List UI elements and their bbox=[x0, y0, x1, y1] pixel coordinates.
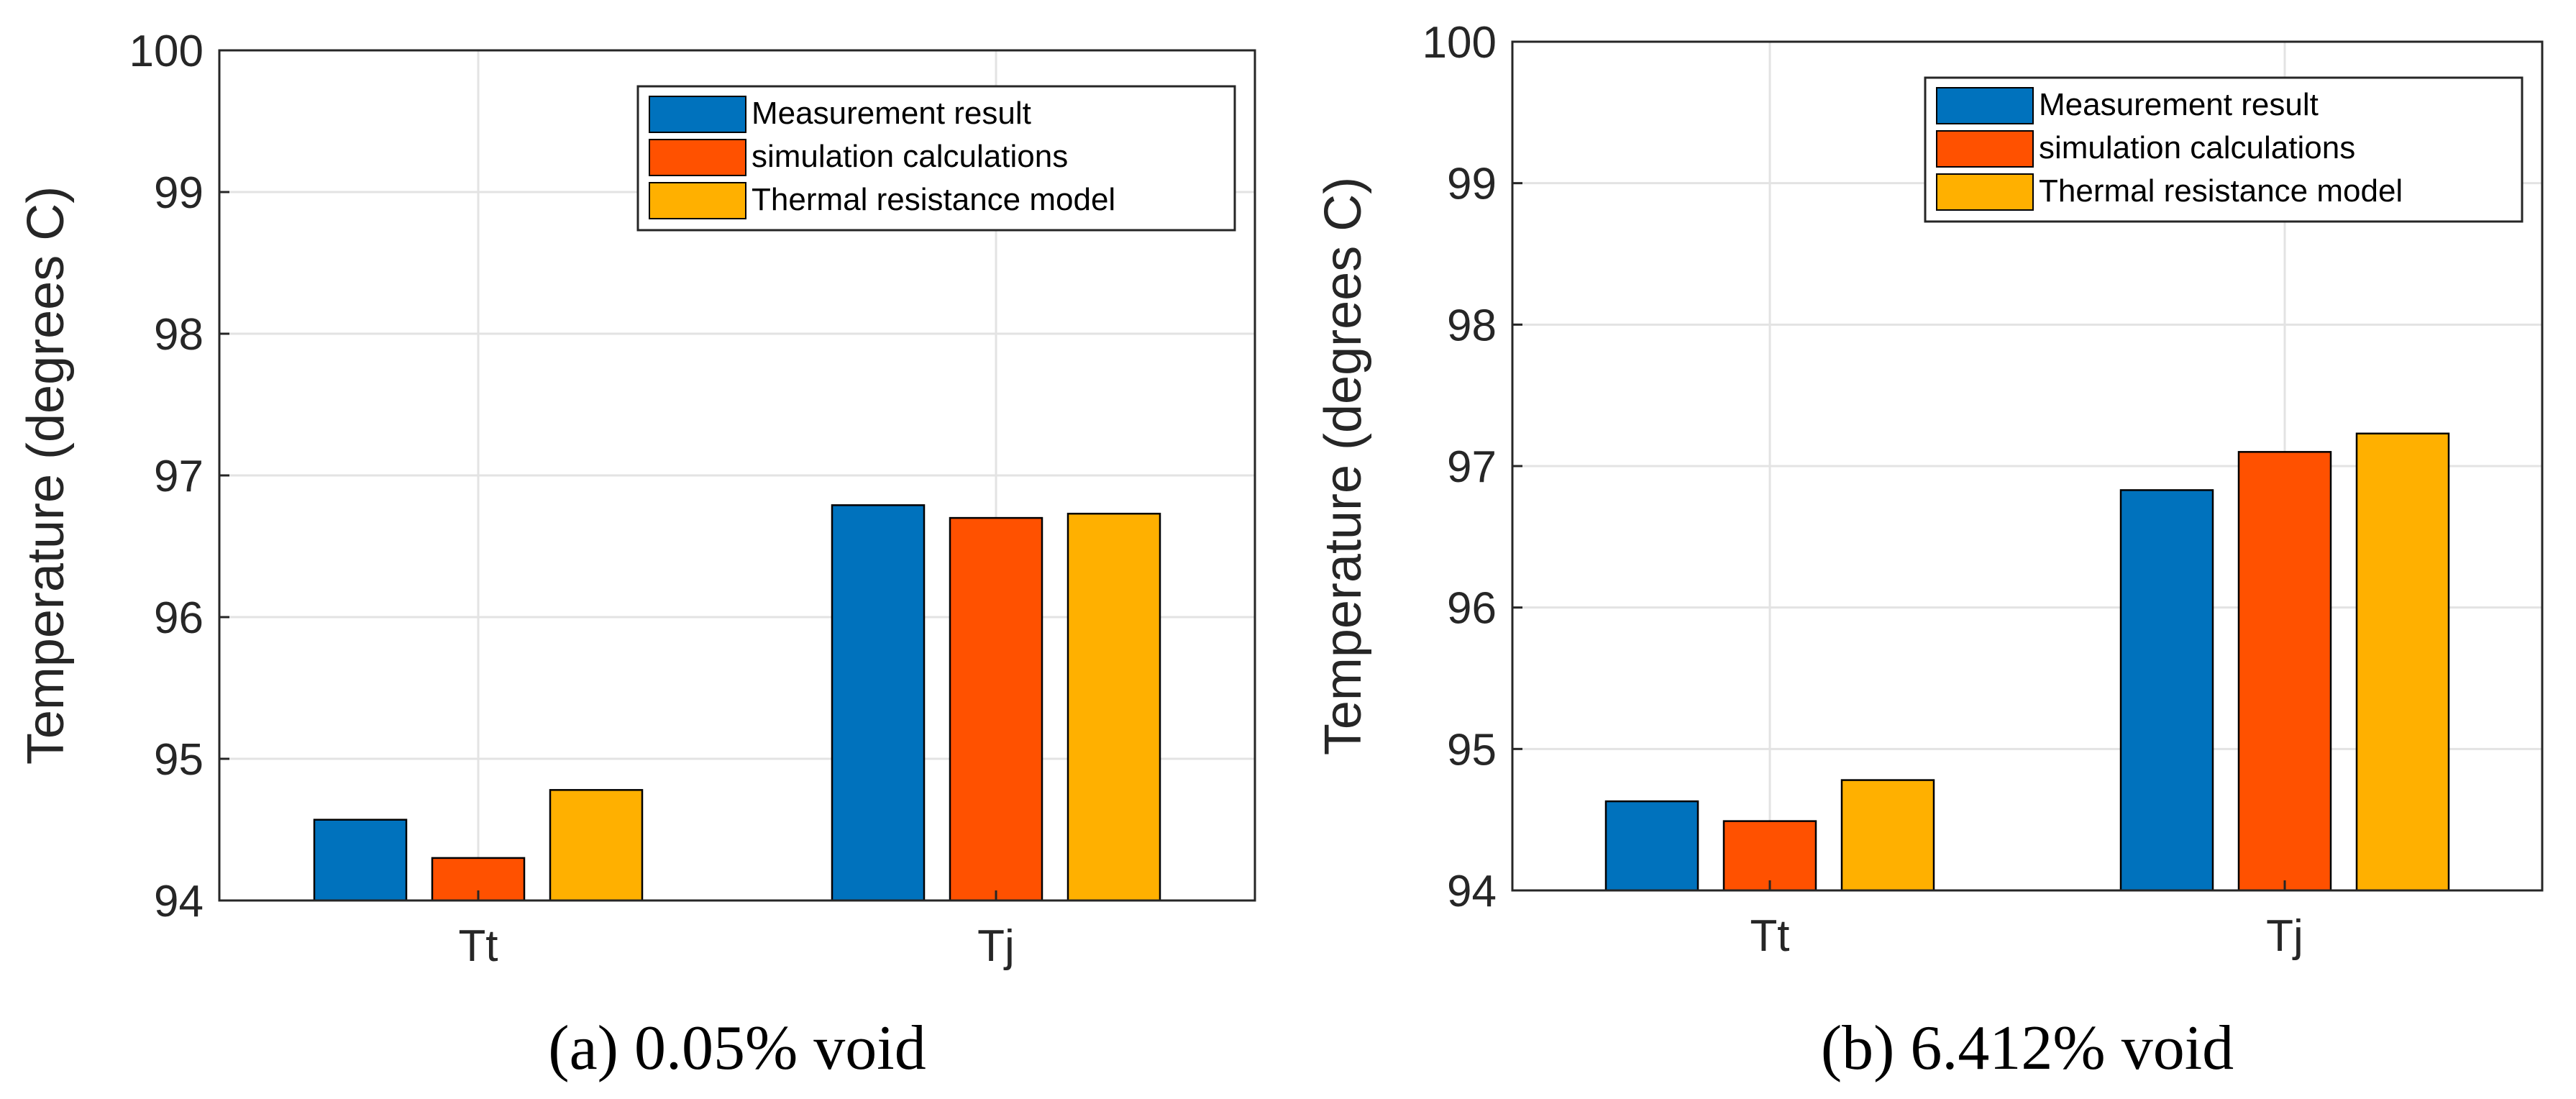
y-tick-label-98-b: 98 bbox=[1447, 301, 1497, 350]
legend-swatch-measurement-a bbox=[649, 96, 746, 133]
bar-tt-series-1-b bbox=[1722, 820, 1817, 892]
bar-tj-series-2-a bbox=[1067, 512, 1161, 902]
legend-swatch-simulation-b bbox=[1936, 130, 2034, 168]
legend-label-simulation-a: simulation calculations bbox=[752, 139, 1068, 174]
legend-label-thermal-model-a: Thermal resistance model bbox=[752, 182, 1115, 217]
bar-tj-series-0-b bbox=[2119, 489, 2214, 892]
y-tick-label-96-b: 96 bbox=[1447, 584, 1497, 634]
legend-a: Measurement result simulation calculatio… bbox=[636, 85, 1236, 232]
legend-label-simulation-b: simulation calculations bbox=[2039, 130, 2355, 165]
y-tick-label-97-a: 97 bbox=[154, 452, 204, 501]
legend-swatch-simulation-a bbox=[649, 139, 746, 176]
bar-tt-series-2-b bbox=[1840, 779, 1935, 892]
legend-b: Measurement result simulation calculatio… bbox=[1924, 76, 2524, 223]
y-tick-label-100-a: 100 bbox=[129, 27, 204, 76]
legend-label-measurement-a: Measurement result bbox=[752, 96, 1031, 131]
caption-a: (a) 0.05% void bbox=[548, 1013, 926, 1083]
y-axis-label-b: Temperature (degrees C) bbox=[1315, 177, 1372, 755]
y-tick-label-99-a: 99 bbox=[154, 168, 204, 218]
y-tick-label-94-b: 94 bbox=[1447, 867, 1497, 916]
y-tick-label-98-a: 98 bbox=[154, 310, 204, 360]
x-tick-label-tt-a: Tt bbox=[458, 921, 498, 971]
x-tick-label-tj-b: Tj bbox=[2266, 911, 2303, 961]
y-axis-label-a: Temperature (degrees C) bbox=[17, 186, 75, 765]
legend-label-measurement-b: Measurement result bbox=[2039, 87, 2319, 122]
y-tick-label-94-a: 94 bbox=[154, 877, 204, 926]
y-tick-label-99-b: 99 bbox=[1447, 160, 1497, 209]
y-tick-label-95-b: 95 bbox=[1447, 725, 1497, 775]
legend-swatch-thermal-model-a bbox=[649, 182, 746, 219]
y-tick-label-97-b: 97 bbox=[1447, 442, 1497, 492]
x-tick-label-tj-a: Tj bbox=[977, 921, 1015, 971]
legend-label-thermal-model-b: Thermal resistance model bbox=[2039, 173, 2403, 209]
bar-tj-series-1-a bbox=[949, 516, 1043, 902]
bar-tt-series-0-b bbox=[1604, 800, 1699, 892]
bar-tj-series-0-a bbox=[831, 504, 926, 902]
legend-swatch-measurement-b bbox=[1936, 87, 2034, 124]
y-tick-label-96-a: 96 bbox=[154, 593, 204, 643]
bar-tj-series-1-b bbox=[2237, 451, 2332, 892]
bar-tt-series-2-a bbox=[549, 789, 644, 902]
caption-b: (b) 6.412% void bbox=[1821, 1013, 2234, 1083]
x-tick-label-tt-b: Tt bbox=[1750, 911, 1789, 961]
chart-panel-a: 94 95 96 97 98 99 100 Tt Tj Temperature (degree… bbox=[17, 27, 1256, 1083]
bar-tt-series-0-a bbox=[313, 818, 408, 902]
y-tick-label-95-a: 95 bbox=[154, 735, 204, 785]
legend-swatch-thermal-model-b bbox=[1936, 173, 2034, 211]
bar-tj-series-2-b bbox=[2355, 432, 2450, 892]
y-tick-label-100-b: 100 bbox=[1422, 18, 1497, 68]
chart-panel-b: 94 95 96 97 98 99 100 Tt Tj Temperature (degree… bbox=[1315, 18, 2544, 1083]
